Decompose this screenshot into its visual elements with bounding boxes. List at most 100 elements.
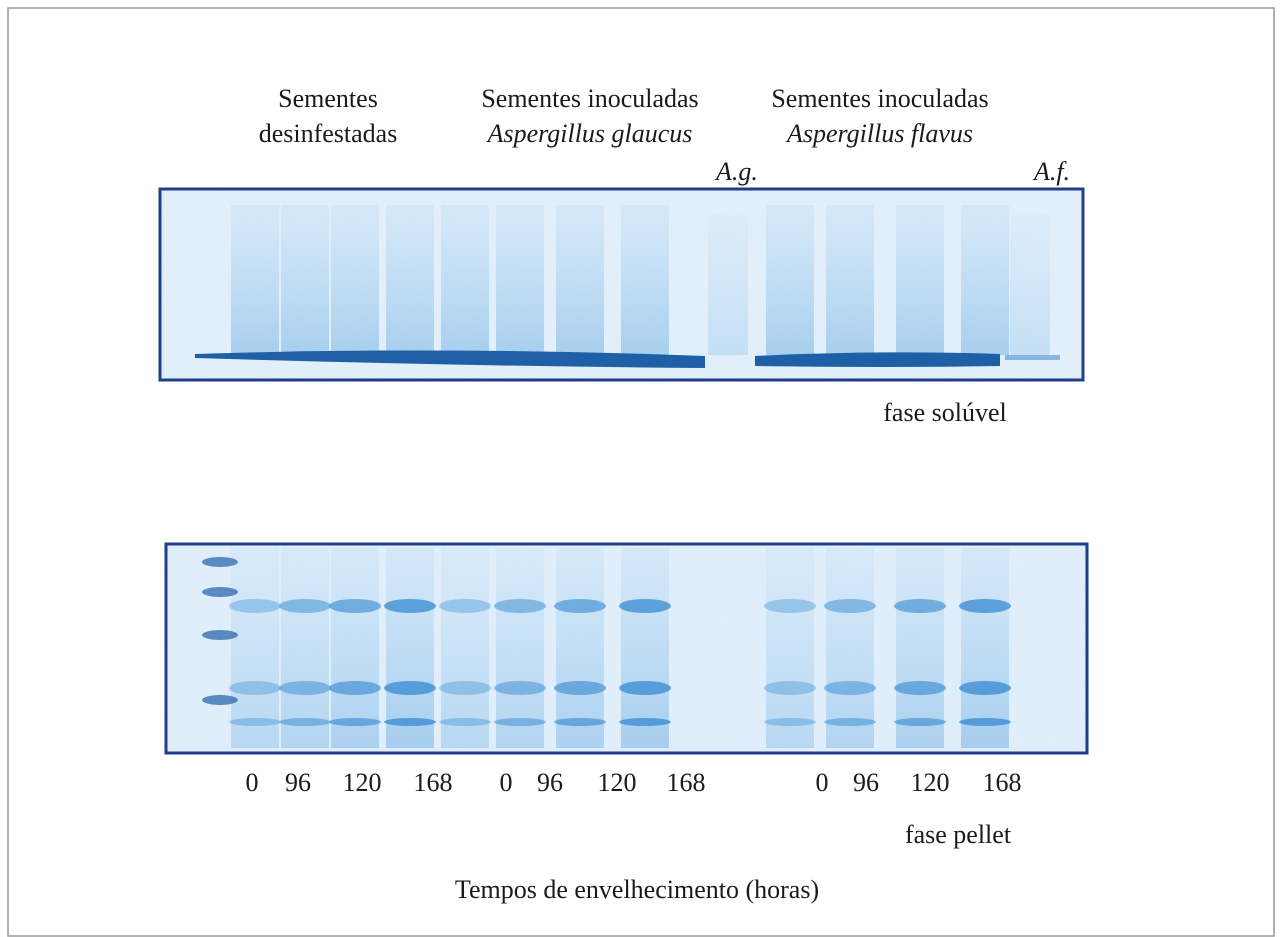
lane-smear: [766, 205, 814, 355]
gel-band: [384, 599, 436, 613]
lane-smear: [556, 548, 604, 748]
lane-smear: [441, 205, 489, 355]
panel-caption: fase solúvel: [883, 398, 1006, 427]
marker-band: [202, 695, 238, 705]
lane-smear: [961, 548, 1009, 748]
marker-band: [202, 557, 238, 567]
gel-band: [229, 599, 281, 613]
lane-label: 0: [246, 768, 259, 797]
group-label: Aspergillus flavus: [785, 119, 973, 148]
group-label: Sementes inoculadas: [481, 84, 698, 113]
lane-label: 0: [816, 768, 829, 797]
lane-smear: [441, 548, 489, 748]
gel-band: [439, 681, 491, 695]
gel-band: [494, 599, 546, 613]
gel-band: [229, 718, 281, 726]
gel-top-frame: [158, 187, 1085, 382]
group-label: Sementes inoculadas: [771, 84, 988, 113]
lane-smear: [386, 548, 434, 748]
lane-smear: [231, 548, 279, 748]
gel-band: [554, 599, 606, 613]
gel-band: [959, 599, 1011, 613]
lane-smear: [1010, 215, 1050, 355]
lane-smear: [281, 205, 329, 355]
lane-smear: [896, 205, 944, 355]
lane-smear: [331, 548, 379, 748]
gel-band: [439, 718, 491, 726]
gel-band: [384, 681, 436, 695]
lane-labels: 0 96 120 168 0 96 120 168 0 96 120 168: [246, 768, 1022, 797]
gel-band: [554, 681, 606, 695]
gel-band: [824, 718, 876, 726]
axis-title: Tempos de envelhecimento (horas): [455, 875, 819, 904]
gel-band: [619, 681, 671, 695]
lane-smear: [386, 205, 434, 355]
gel-band: [824, 681, 876, 695]
gel-bottom: [166, 544, 1087, 753]
lane-label: 96: [537, 768, 563, 797]
lane-smear: [826, 548, 874, 748]
lane-label: 168: [667, 768, 706, 797]
lane-label: 0: [500, 768, 513, 797]
gel-band: [764, 718, 816, 726]
gel-band: [959, 718, 1011, 726]
gel-band: [384, 718, 436, 726]
gel-band: [619, 599, 671, 613]
gel-band: [755, 352, 1000, 367]
gel-band: [554, 718, 606, 726]
gel-band: [894, 681, 946, 695]
lane-smear: [231, 205, 279, 355]
gel-band: [195, 350, 705, 368]
lane-label: 120: [343, 768, 382, 797]
gel-band: [229, 681, 281, 695]
lane-label: 168: [414, 768, 453, 797]
lane-label: 96: [285, 768, 311, 797]
control-label: A.f.: [1032, 157, 1070, 186]
gel-band: [1005, 355, 1060, 360]
gel-band: [494, 718, 546, 726]
gel-band: [329, 718, 381, 726]
lane-label: 120: [598, 768, 637, 797]
lane-smear: [331, 205, 379, 355]
lane-smear: [556, 205, 604, 355]
gel-band: [494, 681, 546, 695]
lane-smear: [621, 205, 669, 355]
group-label: Sementes: [278, 84, 378, 113]
lane-smear: [708, 215, 748, 355]
gel-band: [329, 599, 381, 613]
gel-band: [764, 599, 816, 613]
lane-smear: [896, 548, 944, 748]
gel-band: [439, 599, 491, 613]
lane-smear: [281, 548, 329, 748]
gel-top: [160, 189, 1083, 380]
gel-band: [959, 681, 1011, 695]
group-label: Aspergillus glaucus: [486, 119, 693, 148]
lane-smear: [621, 548, 669, 748]
gel-band: [279, 681, 331, 695]
gel-band: [894, 599, 946, 613]
lane-smear: [766, 548, 814, 748]
gel-band: [894, 718, 946, 726]
control-label: A.g.: [714, 157, 758, 186]
gel-bottom-frame: [164, 542, 1089, 755]
panel-caption: fase pellet: [905, 820, 1012, 849]
marker-band: [202, 587, 238, 597]
gel-band: [824, 599, 876, 613]
gel-band: [619, 718, 671, 726]
gel-band: [329, 681, 381, 695]
lane-smear: [961, 205, 1009, 355]
lane-smear: [496, 548, 544, 748]
gel-band: [279, 599, 331, 613]
marker-band: [202, 630, 238, 640]
gel-band: [764, 681, 816, 695]
lane-smear: [826, 205, 874, 355]
gel-band: [279, 718, 331, 726]
lane-label: 120: [911, 768, 950, 797]
lane-smear: [496, 205, 544, 355]
lane-label: 96: [853, 768, 879, 797]
figure-frame: [7, 7, 1275, 937]
group-label: desinfestadas: [259, 119, 398, 148]
lane-label: 168: [983, 768, 1022, 797]
